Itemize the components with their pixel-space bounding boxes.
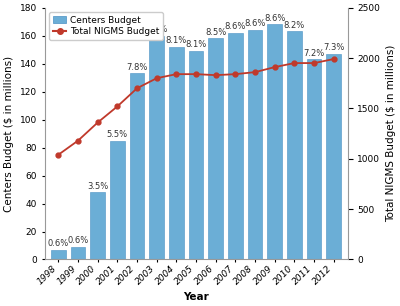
- Text: 3.5%: 3.5%: [87, 182, 108, 191]
- Text: 8.1%: 8.1%: [166, 36, 187, 45]
- Bar: [71, 247, 86, 259]
- Text: 8.6%: 8.6%: [225, 22, 246, 31]
- Bar: [110, 140, 125, 259]
- Text: 7.3%: 7.3%: [323, 43, 344, 52]
- Bar: [228, 33, 243, 259]
- Bar: [90, 192, 105, 259]
- Total NIGMS Budget: [331, 57, 336, 61]
- Total NIGMS Budget: [233, 72, 238, 76]
- Total NIGMS Budget: [272, 65, 277, 69]
- Bar: [307, 59, 322, 259]
- Text: 8.6%: 8.6%: [264, 14, 286, 23]
- Text: 0.6%: 0.6%: [48, 239, 69, 248]
- Bar: [208, 39, 223, 259]
- Total NIGMS Budget: [154, 76, 159, 80]
- Total NIGMS Budget: [76, 139, 80, 143]
- Text: 8.5%: 8.5%: [205, 28, 226, 37]
- Text: 5.5%: 5.5%: [107, 130, 128, 139]
- Bar: [287, 32, 302, 259]
- Bar: [51, 250, 66, 259]
- Y-axis label: Total NIGMS Budget ($ in millions): Total NIGMS Budget ($ in millions): [386, 45, 396, 222]
- Y-axis label: Centers Budget ($ in millions): Centers Budget ($ in millions): [4, 55, 14, 212]
- Total NIGMS Budget: [95, 121, 100, 124]
- Text: 8.6%: 8.6%: [244, 19, 266, 28]
- Text: 7.8%: 7.8%: [126, 63, 148, 72]
- Legend: Centers Budget, Total NIGMS Budget: Centers Budget, Total NIGMS Budget: [49, 12, 163, 40]
- Total NIGMS Budget: [194, 72, 198, 76]
- Bar: [169, 47, 184, 259]
- Text: 8.2%: 8.2%: [284, 21, 305, 30]
- Bar: [248, 30, 262, 259]
- Text: 8.1%: 8.1%: [186, 40, 207, 49]
- Text: 8.8%: 8.8%: [146, 25, 168, 34]
- Line: Total NIGMS Budget: Total NIGMS Budget: [56, 57, 336, 157]
- X-axis label: Year: Year: [183, 292, 209, 302]
- Text: 7.2%: 7.2%: [304, 49, 325, 58]
- Bar: [130, 73, 144, 259]
- Bar: [189, 51, 204, 259]
- Total NIGMS Budget: [312, 61, 316, 65]
- Bar: [326, 54, 341, 259]
- Total NIGMS Budget: [56, 153, 61, 157]
- Total NIGMS Budget: [115, 105, 120, 108]
- Total NIGMS Budget: [253, 70, 258, 74]
- Total NIGMS Budget: [213, 73, 218, 77]
- Bar: [149, 35, 164, 259]
- Text: 0.6%: 0.6%: [68, 236, 89, 245]
- Total NIGMS Budget: [292, 61, 297, 65]
- Total NIGMS Budget: [135, 86, 140, 90]
- Total NIGMS Budget: [174, 72, 179, 76]
- Bar: [267, 24, 282, 259]
